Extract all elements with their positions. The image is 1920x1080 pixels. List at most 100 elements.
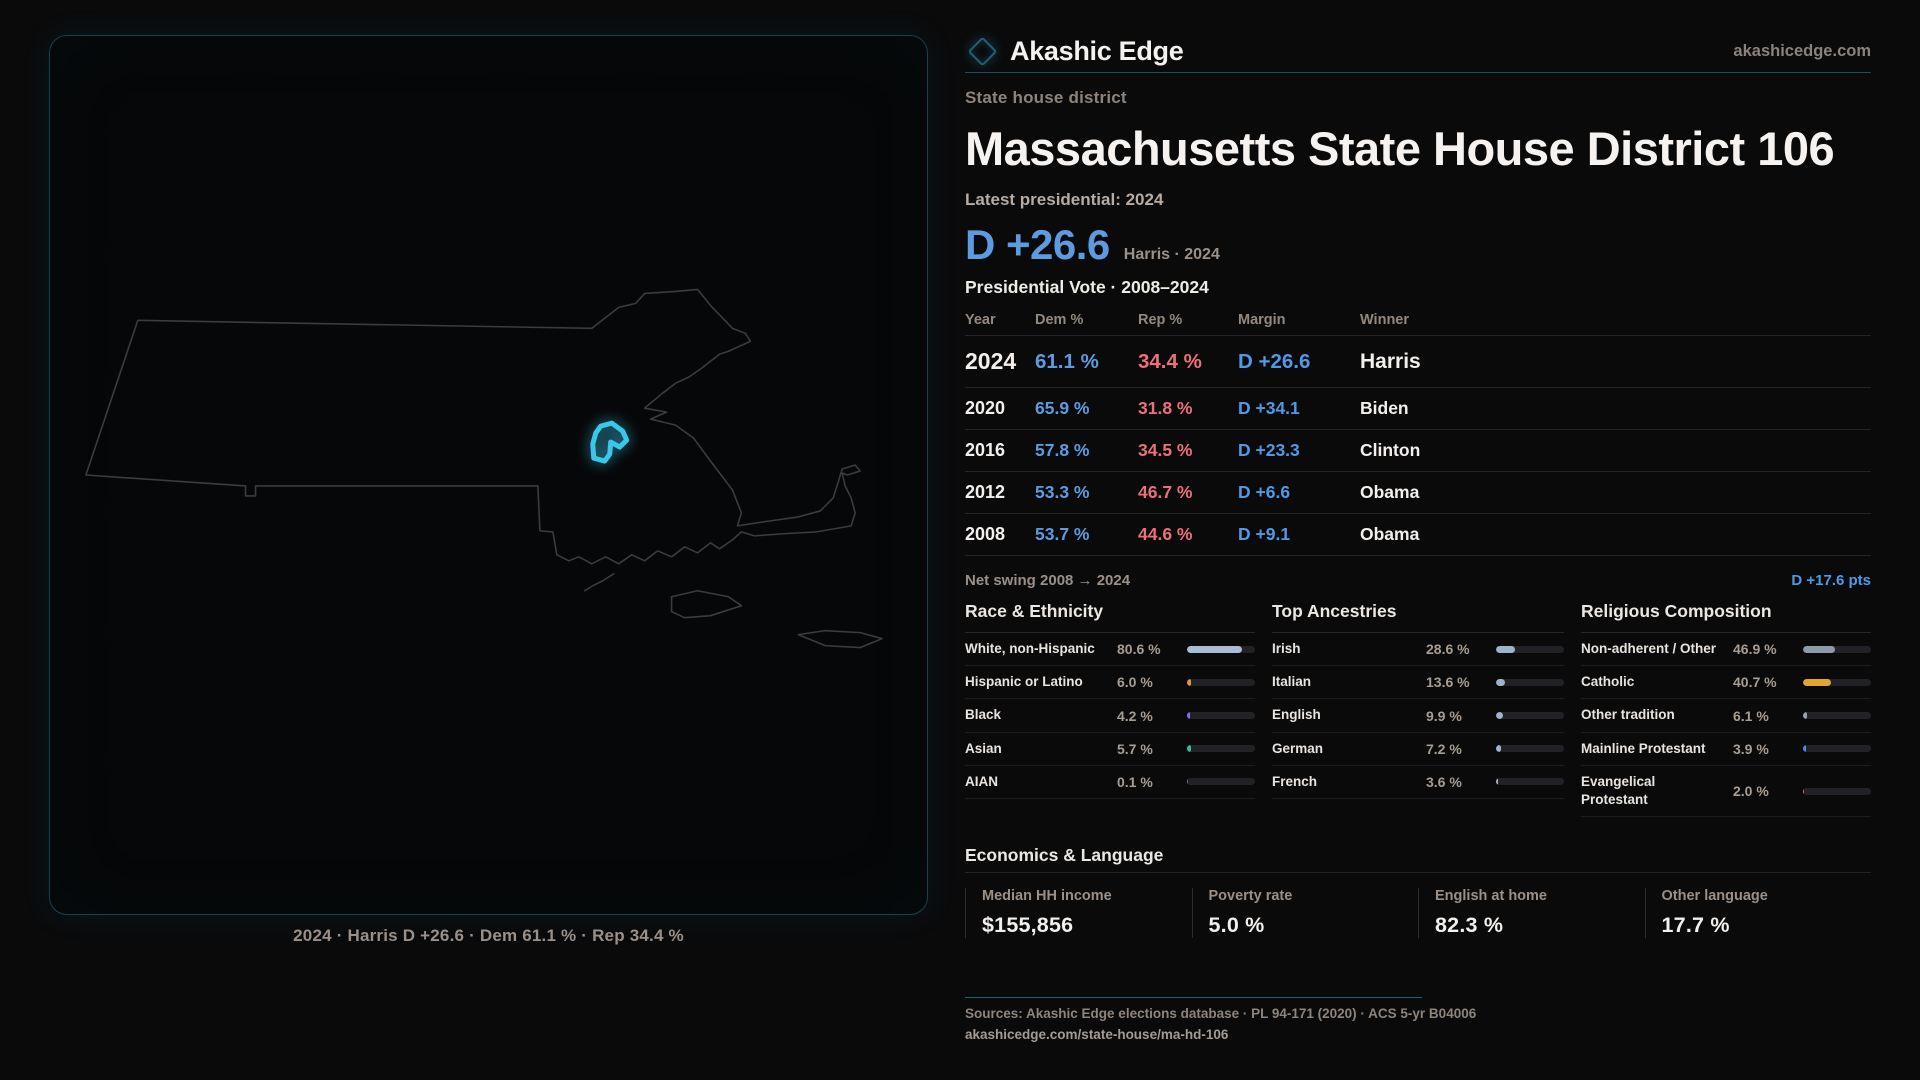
demographic-label: Black [965, 707, 1002, 723]
bar-track [1803, 712, 1871, 720]
demographic-value: 3.9 % [1733, 740, 1769, 757]
stat-value: 17.7 % [1661, 913, 1730, 937]
diamond-logo-icon [967, 36, 998, 67]
brand-site-link[interactable]: akashicedge.com [1733, 42, 1871, 60]
demographic-value: 6.1 % [1733, 707, 1769, 724]
demographic-value: 6.0 % [1117, 674, 1153, 691]
stat-value: 82.3 % [1435, 913, 1504, 937]
demographic-row: Hispanic or Latino 6.0 % [965, 666, 1255, 700]
cell-year: 2016 [965, 440, 1006, 460]
bar-track [1187, 712, 1255, 720]
net-swing-label: Net swing 2008 → 2024 [965, 572, 1131, 589]
cell-dem-pct: 57.8 % [1035, 440, 1090, 460]
economics-title: Economics & Language [965, 845, 1164, 865]
bar-fill [1803, 678, 1831, 686]
stat-block: Median HH income $155,856 [965, 888, 1192, 938]
demographic-row: Other tradition 6.1 % [1581, 699, 1871, 733]
cell-year: 2020 [965, 398, 1006, 418]
bar-fill [1496, 745, 1501, 753]
demographic-row: English 9.9 % [1272, 699, 1564, 733]
cell-margin: D +23.3 [1238, 440, 1300, 460]
cell-winner: Biden [1360, 398, 1409, 418]
cell-rep-pct: 44.6 % [1138, 524, 1193, 544]
sources-line: Sources: Akashic Edge elections database… [965, 1006, 1477, 1021]
cell-margin: D +26.6 [1238, 349, 1311, 373]
map-caption: 2024 · Harris D +26.6 · Dem 61.1 % · Rep… [293, 926, 684, 945]
demographic-row: French 3.6 % [1272, 766, 1564, 800]
col-header-winner: Winner [1360, 312, 1410, 328]
detail-panel: Akashic Edge akashicedge.com State house… [965, 0, 1871, 1080]
stat-label: Median HH income [982, 888, 1112, 904]
stat-block: Poverty rate 5.0 % [1191, 888, 1419, 938]
stat-label: English at home [1435, 888, 1547, 904]
economics-stats: Median HH income $155,856 Poverty rate 5… [965, 888, 1871, 938]
stat-label: Other language [1661, 888, 1768, 904]
state-outline [85, 288, 861, 565]
demographic-label: Italian [1272, 674, 1312, 690]
demographic-value: 0.1 % [1117, 773, 1153, 790]
presidential-vote-table: Year Dem % Rep % Margin Winner 2024 61.1… [965, 305, 1871, 556]
bar-fill [1496, 678, 1506, 686]
demographic-row: Asian 5.7 % [965, 733, 1255, 766]
stat-label: Poverty rate [1208, 888, 1293, 904]
bar-fill [1187, 745, 1191, 753]
bar-track [1803, 678, 1871, 686]
table-row: 2024 61.1 % 34.4 % D +26.6 Harris [965, 336, 1871, 388]
bar-track [1187, 745, 1255, 753]
cell-winner: Clinton [1360, 440, 1421, 460]
demographic-row: Non-adherent / Other 46.9 % [1581, 633, 1871, 667]
cell-dem-pct: 53.7 % [1035, 524, 1090, 544]
district-map-card [49, 35, 928, 915]
demographic-row: Black 4.2 % [965, 699, 1255, 733]
bar-track [1803, 645, 1871, 653]
demographic-label: Other tradition [1581, 707, 1675, 723]
demographic-value: 9.9 % [1426, 707, 1462, 724]
stat-block: English at home 82.3 % [1418, 888, 1645, 938]
bar-fill [1803, 712, 1808, 720]
net-swing-row: Net swing 2008 → 2024 D +17.6 pts [965, 572, 1871, 589]
table-header-row: Year Dem % Rep % Margin Winner [965, 305, 1871, 336]
economics-divider [965, 872, 1871, 873]
demographic-row: Catholic 40.7 % [1581, 666, 1871, 700]
demographic-row: Mainline Protestant 3.9 % [1581, 733, 1871, 766]
stat-value: 5.0 % [1208, 913, 1265, 937]
demographic-value: 40.7 % [1733, 674, 1777, 691]
bar-fill [1496, 712, 1503, 720]
brand-name: Akashic Edge [1010, 36, 1184, 66]
bar-fill [1187, 712, 1190, 720]
bar-track [1496, 678, 1564, 686]
bar-fill [1187, 678, 1192, 686]
kicker-label: State house district [965, 88, 1127, 107]
district-highlight-shape [590, 420, 630, 464]
bar-track [1187, 678, 1255, 686]
demographic-rows: Irish 28.6 % Italian 13.6 % English 9.9 … [1272, 633, 1564, 800]
bar-fill [1803, 787, 1805, 795]
stat-block: Other language 17.7 % [1644, 888, 1872, 938]
demographic-value: 3.6 % [1426, 773, 1462, 790]
demographic-value: 2.0 % [1733, 783, 1769, 800]
hero-margin-sub: Harris · 2024 [1123, 246, 1220, 263]
footer-divider [965, 997, 1422, 998]
cell-dem-pct: 65.9 % [1035, 398, 1090, 418]
col-header-margin: Margin [1238, 312, 1286, 328]
demographic-label: Irish [1272, 641, 1301, 656]
pv-table-rows: 2024 61.1 % 34.4 % D +26.6 Harris 2020 6… [965, 336, 1871, 556]
demographic-column: Top Ancestries Irish 28.6 % Italian 13.6… [1272, 601, 1564, 817]
cell-margin: D +9.1 [1238, 524, 1291, 544]
demographic-value: 5.7 % [1117, 740, 1153, 757]
demographic-row: Evangelical Protestant 2.0 % [1581, 766, 1871, 818]
net-swing-value: D +17.6 pts [1791, 572, 1871, 589]
demographic-rows: Non-adherent / Other 46.9 % Catholic 40.… [1581, 633, 1871, 818]
page-url-link[interactable]: akashicedge.com/state-house/ma-hd-106 [965, 1027, 1229, 1042]
demographic-row: White, non-Hispanic 80.6 % [965, 633, 1255, 667]
table-row: 2020 65.9 % 31.8 % D +34.1 Biden [965, 388, 1871, 430]
demographic-column: Religious Composition Non-adherent / Oth… [1581, 601, 1871, 818]
demographic-value: 13.6 % [1426, 674, 1470, 691]
demographic-label: Evangelical Protestant [1581, 773, 1656, 808]
cell-margin: D +34.1 [1238, 398, 1300, 418]
table-title: Presidential Vote · 2008–2024 [965, 277, 1209, 297]
demographic-label: AIAN [965, 773, 998, 789]
bar-track [1187, 645, 1255, 653]
header-divider [965, 72, 1871, 73]
